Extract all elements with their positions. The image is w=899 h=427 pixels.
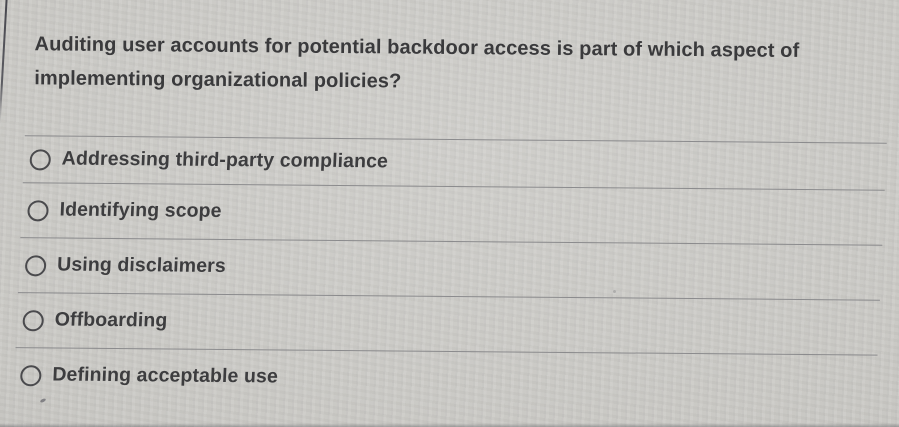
answer-option-label[interactable]: Identifying scope bbox=[59, 198, 223, 222]
radio-unselected-icon[interactable] bbox=[29, 148, 52, 170]
answer-option-label[interactable]: Offboarding bbox=[54, 307, 168, 331]
radio-unselected-icon[interactable] bbox=[27, 199, 50, 221]
radio-unselected-icon[interactable] bbox=[24, 254, 47, 276]
radio-unselected-icon[interactable] bbox=[19, 364, 42, 386]
answer-option-5[interactable]: Defining acceptable use bbox=[0, 348, 888, 410]
question-text: Auditing user accounts for potential bac… bbox=[34, 33, 800, 93]
answer-option-label[interactable]: Defining acceptable use bbox=[51, 362, 279, 387]
dust-speck bbox=[613, 290, 616, 293]
answer-option-4[interactable]: Offboarding bbox=[0, 293, 891, 355]
answer-option-1[interactable]: Addressing third-party compliance bbox=[0, 136, 898, 190]
radio-unselected-icon[interactable] bbox=[22, 309, 45, 331]
answer-options-list: Addressing third-party compliance Identi… bbox=[0, 135, 898, 410]
answer-option-label[interactable]: Addressing third-party compliance bbox=[61, 147, 389, 172]
answer-option-3[interactable]: Using disclaimers bbox=[0, 238, 893, 300]
answer-option-label[interactable]: Using disclaimers bbox=[56, 253, 227, 277]
answer-option-2[interactable]: Identifying scope bbox=[0, 183, 896, 245]
content-area: Auditing user accounts for potential bac… bbox=[0, 33, 898, 410]
